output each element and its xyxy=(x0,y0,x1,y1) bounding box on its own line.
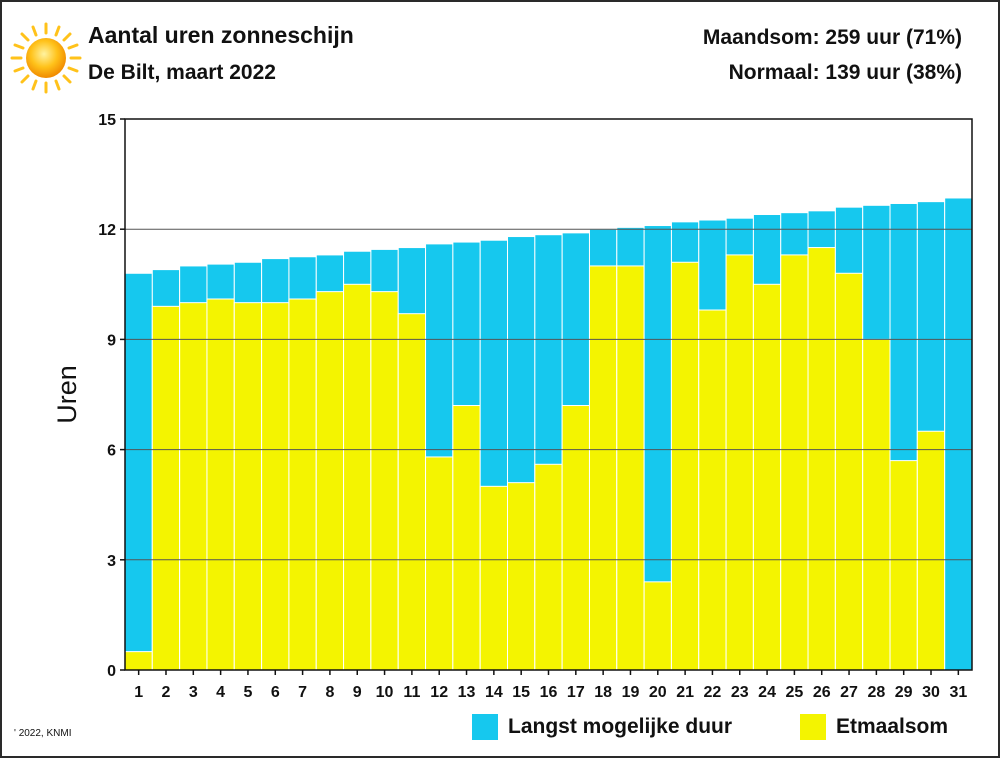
x-tick-label-17: 17 xyxy=(567,684,585,701)
x-tick-label-11: 11 xyxy=(403,684,420,701)
sun-icon xyxy=(8,20,84,101)
legend-item-possible: Langst mogelijke duur xyxy=(472,712,732,742)
bar-actual-10 xyxy=(370,291,399,671)
x-tick-label-2: 2 xyxy=(162,684,171,701)
bar-actual-30 xyxy=(916,430,946,671)
x-tick-label-28: 28 xyxy=(867,684,885,701)
legend-swatch-actual xyxy=(800,714,826,740)
bar-actual-18 xyxy=(588,265,618,671)
bar-actual-27 xyxy=(834,272,864,671)
x-tick-label-14: 14 xyxy=(485,684,503,701)
chart-subtitle: De Bilt, maart 2022 xyxy=(88,61,276,84)
chart-title: Aantal uren zonneschijn xyxy=(88,22,354,48)
bar-actual-16 xyxy=(534,463,563,671)
x-tick-label-27: 27 xyxy=(840,684,858,701)
bar-actual-14 xyxy=(479,485,509,671)
x-tick-label-29: 29 xyxy=(895,684,913,701)
y-axis-label: Uren xyxy=(52,365,82,424)
x-tick-label-3: 3 xyxy=(189,684,198,701)
bar-actual-28 xyxy=(862,338,891,671)
y-tick-label-9: 9 xyxy=(107,332,116,349)
bar-actual-3 xyxy=(179,302,208,671)
copyright: ' 2022, KNMI xyxy=(14,728,72,739)
bar-actual-6 xyxy=(261,302,290,671)
bar-actual-4 xyxy=(206,298,235,671)
bar-actual-21 xyxy=(670,261,700,671)
x-tick-label-10: 10 xyxy=(376,684,394,701)
x-tick-label-31: 31 xyxy=(949,684,967,701)
x-tick-label-19: 19 xyxy=(622,684,640,701)
x-tick-label-6: 6 xyxy=(271,684,280,701)
x-tick-label-16: 16 xyxy=(540,684,558,701)
bar-actual-24 xyxy=(752,283,782,671)
bar-actual-5 xyxy=(233,302,263,671)
x-tick-label-9: 9 xyxy=(353,684,362,701)
y-tick-label-0: 0 xyxy=(107,663,116,680)
bar-actual-12 xyxy=(425,456,454,671)
x-tick-label-26: 26 xyxy=(813,684,831,701)
monthly-total: Maandsom: 259 uur (71%) xyxy=(702,26,962,49)
x-tick-label-8: 8 xyxy=(325,684,334,701)
bar-actual-29 xyxy=(889,460,918,671)
bar-actual-23 xyxy=(725,254,754,671)
bar-actual-11 xyxy=(397,313,427,671)
x-tick-label-20: 20 xyxy=(649,684,667,701)
x-tick-label-4: 4 xyxy=(216,684,225,701)
bar-actual-7 xyxy=(288,298,317,671)
x-tick-label-22: 22 xyxy=(704,684,722,701)
bar-actual-8 xyxy=(315,291,345,671)
bar-actual-1 xyxy=(124,651,153,671)
x-tick-label-7: 7 xyxy=(298,684,307,701)
y-tick-label-15: 15 xyxy=(98,112,116,129)
bar-actual-25 xyxy=(780,254,809,671)
bar-actual-26 xyxy=(807,247,836,671)
x-tick-label-21: 21 xyxy=(676,684,694,701)
normal-value: Normaal: 139 uur (38%) xyxy=(728,61,962,84)
bar-actual-17 xyxy=(561,405,590,671)
bar-actual-2 xyxy=(151,305,181,671)
legend-swatch-possible xyxy=(472,714,498,740)
legend-label-possible: Langst mogelijke duur xyxy=(508,715,733,738)
x-tick-label-15: 15 xyxy=(512,684,530,701)
bar-actual-19 xyxy=(616,265,645,671)
x-tick-label-13: 13 xyxy=(458,684,476,701)
y-tick-label-12: 12 xyxy=(98,222,116,239)
x-tick-label-5: 5 xyxy=(243,684,252,701)
legend-label-actual: Etmaalsom xyxy=(836,715,949,738)
x-tick-label-25: 25 xyxy=(786,684,804,701)
bar-actual-15 xyxy=(507,482,536,671)
bar-actual-22 xyxy=(698,309,727,671)
bar-actual-9 xyxy=(343,283,372,671)
bar-possible-31 xyxy=(944,197,973,671)
x-tick-label-1: 1 xyxy=(134,684,143,701)
y-tick-label-6: 6 xyxy=(107,443,116,460)
x-tick-label-23: 23 xyxy=(731,684,749,701)
bar-actual-13 xyxy=(452,405,481,671)
x-tick-label-18: 18 xyxy=(594,684,612,701)
bar-actual-20 xyxy=(643,581,672,671)
y-tick-label-3: 3 xyxy=(107,553,116,570)
bar-possible-1 xyxy=(124,272,153,671)
x-tick-label-24: 24 xyxy=(758,684,776,701)
legend-item-actual: Etmaalsom xyxy=(800,712,948,742)
x-tick-label-12: 12 xyxy=(430,684,448,701)
x-tick-label-30: 30 xyxy=(922,684,940,701)
